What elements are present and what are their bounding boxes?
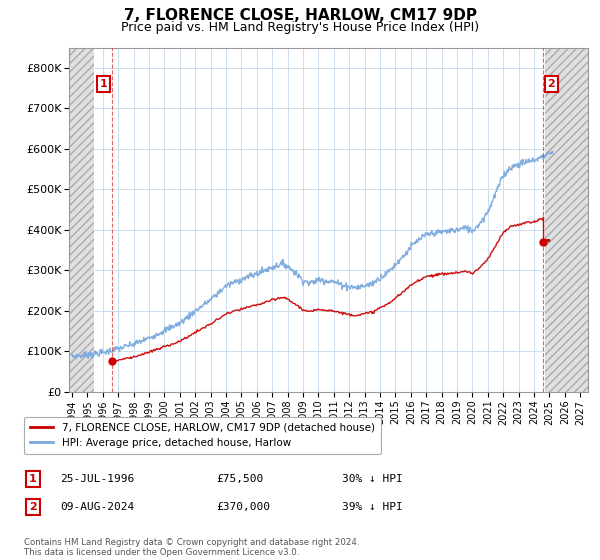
- Text: 39% ↓ HPI: 39% ↓ HPI: [342, 502, 403, 512]
- Text: Contains HM Land Registry data © Crown copyright and database right 2024.
This d: Contains HM Land Registry data © Crown c…: [24, 538, 359, 557]
- Text: 2: 2: [29, 502, 37, 512]
- Text: 7, FLORENCE CLOSE, HARLOW, CM17 9DP: 7, FLORENCE CLOSE, HARLOW, CM17 9DP: [124, 8, 476, 24]
- Text: 30% ↓ HPI: 30% ↓ HPI: [342, 474, 403, 484]
- Text: 09-AUG-2024: 09-AUG-2024: [60, 502, 134, 512]
- Text: £370,000: £370,000: [216, 502, 270, 512]
- Text: 2: 2: [547, 79, 555, 89]
- Bar: [69, 48, 94, 392]
- Text: £75,500: £75,500: [216, 474, 263, 484]
- Text: 1: 1: [29, 474, 37, 484]
- Text: 25-JUL-1996: 25-JUL-1996: [60, 474, 134, 484]
- Bar: [545, 48, 588, 392]
- Legend: 7, FLORENCE CLOSE, HARLOW, CM17 9DP (detached house), HPI: Average price, detach: 7, FLORENCE CLOSE, HARLOW, CM17 9DP (det…: [24, 417, 381, 454]
- Text: 1: 1: [100, 79, 107, 89]
- Text: Price paid vs. HM Land Registry's House Price Index (HPI): Price paid vs. HM Land Registry's House …: [121, 21, 479, 34]
